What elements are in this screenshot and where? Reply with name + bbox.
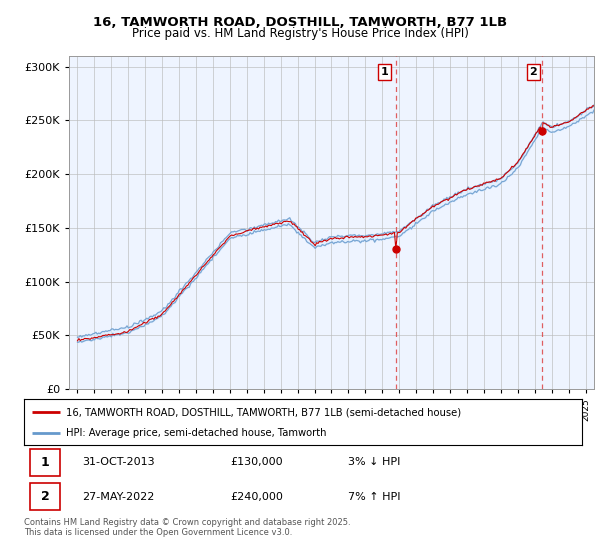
FancyBboxPatch shape <box>29 449 60 475</box>
Text: 7% ↑ HPI: 7% ↑ HPI <box>347 492 400 502</box>
Text: 2: 2 <box>529 67 537 77</box>
Text: 27-MAY-2022: 27-MAY-2022 <box>83 492 155 502</box>
Text: 16, TAMWORTH ROAD, DOSTHILL, TAMWORTH, B77 1LB (semi-detached house): 16, TAMWORTH ROAD, DOSTHILL, TAMWORTH, B… <box>66 407 461 417</box>
Text: 1: 1 <box>380 67 388 77</box>
Text: Price paid vs. HM Land Registry's House Price Index (HPI): Price paid vs. HM Land Registry's House … <box>131 27 469 40</box>
Text: 16, TAMWORTH ROAD, DOSTHILL, TAMWORTH, B77 1LB: 16, TAMWORTH ROAD, DOSTHILL, TAMWORTH, B… <box>93 16 507 29</box>
Text: 2: 2 <box>41 491 49 503</box>
FancyBboxPatch shape <box>29 483 60 511</box>
Text: 3% ↓ HPI: 3% ↓ HPI <box>347 457 400 467</box>
Text: 1: 1 <box>41 456 49 469</box>
Text: Contains HM Land Registry data © Crown copyright and database right 2025.
This d: Contains HM Land Registry data © Crown c… <box>24 518 350 538</box>
Text: £130,000: £130,000 <box>230 457 283 467</box>
Text: HPI: Average price, semi-detached house, Tamworth: HPI: Average price, semi-detached house,… <box>66 428 326 438</box>
Text: 31-OCT-2013: 31-OCT-2013 <box>83 457 155 467</box>
Text: £240,000: £240,000 <box>230 492 283 502</box>
